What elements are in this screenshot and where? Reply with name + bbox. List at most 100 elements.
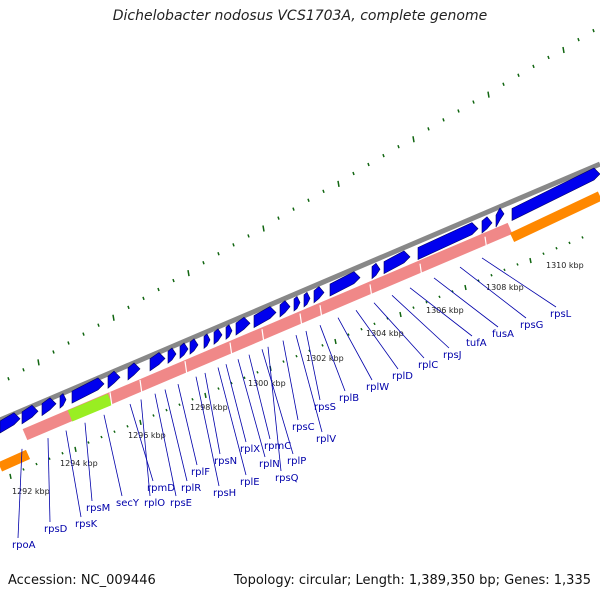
scale-label: 1308 kbp — [486, 283, 524, 292]
outer-tick — [412, 136, 415, 143]
outer-tick — [367, 162, 370, 167]
outer-tick — [82, 332, 85, 336]
inner-tick — [48, 457, 51, 461]
outer-tick — [157, 287, 160, 292]
gene-boundary — [184, 361, 188, 376]
gene-leader — [282, 340, 299, 421]
inner-tick — [35, 462, 38, 466]
gene-leader — [267, 346, 282, 472]
outer-tick — [187, 270, 190, 277]
gene-leader — [47, 438, 51, 523]
outer-tick — [292, 207, 295, 211]
outer-tick — [307, 198, 310, 202]
outer-tick — [67, 341, 70, 345]
map-title: Dichelobacter nodosus VCS1703A, complete… — [112, 8, 488, 24]
gene-label-rplE: rplE — [240, 477, 260, 488]
gene-leader — [391, 295, 450, 349]
inner-tick — [74, 446, 77, 453]
outer-tick — [7, 377, 10, 381]
scale-label: 1310 kbp — [546, 261, 584, 270]
scale-label: 1296 kbp — [128, 431, 166, 440]
inner-tick — [191, 397, 194, 401]
gene-leader — [129, 403, 154, 482]
gene-leader — [459, 266, 527, 319]
inner-tick — [126, 424, 129, 428]
gene-leader — [217, 367, 247, 476]
outer-tick — [457, 109, 460, 113]
gene-boundary — [299, 313, 303, 328]
gene-label-rpsJ: rpsJ — [443, 350, 462, 361]
gene-leader — [373, 302, 425, 359]
highlighted-gene — [67, 393, 113, 422]
gene-leader — [84, 422, 93, 502]
scale-label: 1304 kbp — [366, 329, 404, 338]
outer-tick — [472, 100, 475, 104]
gene-leader — [337, 317, 373, 381]
scale-label: 1298 kbp — [190, 403, 228, 412]
orange-band-right — [509, 191, 600, 243]
inner-tick — [204, 392, 207, 399]
outer-tick — [52, 350, 55, 354]
gene-boundary — [229, 342, 233, 357]
forward-cds-arrow — [481, 216, 493, 234]
inner-tick — [152, 414, 155, 417]
inner-tick — [425, 300, 428, 304]
inner-tick — [282, 360, 285, 363]
forward-cds-arrow — [417, 222, 479, 260]
forward-cds-arrow — [293, 296, 301, 312]
gene-leader — [195, 376, 220, 487]
inner-tick — [555, 246, 558, 250]
scale-label: 1302 kbp — [306, 354, 344, 363]
gene-leader — [237, 359, 266, 458]
inner-tick — [503, 268, 506, 272]
gene-boundary — [109, 392, 113, 407]
inner-tick — [529, 257, 532, 264]
inner-tick — [516, 263, 519, 266]
outer-tick — [262, 225, 265, 232]
gene-leader — [154, 393, 177, 497]
gene-label-rpsS: rpsS — [314, 402, 336, 413]
outer-tick — [502, 82, 505, 86]
gene-label-rpsN: rpsN — [214, 456, 237, 467]
gene-label-rplB: rplB — [339, 393, 359, 404]
gene-label-rpsG: rpsG — [520, 320, 543, 331]
forward-cds-arrow — [303, 291, 311, 308]
scale-label: 1300 kbp — [248, 379, 286, 388]
forward-cds-arrow — [167, 347, 177, 364]
forward-cds-arrow — [279, 300, 291, 318]
outer-tick — [442, 118, 445, 122]
outer-tick — [217, 252, 220, 256]
forward-cds-arrow — [59, 393, 67, 409]
forward-cds-arrow — [383, 250, 411, 275]
forward-cds-arrow — [213, 328, 223, 345]
gene-label-rpsQ: rpsQ — [275, 473, 299, 484]
gene-leader — [103, 414, 123, 497]
forward-cds-arrow — [0, 412, 21, 434]
inner-tick — [490, 273, 493, 277]
outer-tick — [142, 296, 145, 301]
inner-tick-track — [9, 236, 584, 479]
outer-tick — [397, 144, 400, 149]
gene-leader — [409, 287, 473, 337]
outer-tick — [232, 243, 235, 247]
gene-leader — [319, 325, 346, 392]
forward-cds-arrow — [21, 404, 39, 425]
forward-cds-arrow — [41, 397, 57, 417]
inner-tick — [347, 333, 350, 336]
inner-tick — [542, 252, 545, 255]
inner-tick — [373, 322, 376, 326]
outer-tick — [247, 234, 250, 238]
inner-tick — [9, 473, 12, 479]
gene-boundary — [261, 329, 265, 344]
outer-tick — [517, 73, 520, 78]
inner-tick — [178, 403, 181, 407]
outer-tick — [22, 368, 25, 372]
forward-cds-arrow — [495, 207, 505, 228]
scale-labels: 1292 kbp 1294 kbp 1296 kbp 1298 kbp 1300 kbp… — [12, 261, 584, 496]
gene-label-rplV: rplV — [316, 434, 336, 445]
inner-tick — [87, 441, 90, 444]
gene-leader — [295, 335, 323, 433]
inner-tick — [399, 311, 402, 318]
gene-label-rpsM: rpsM — [86, 503, 110, 514]
